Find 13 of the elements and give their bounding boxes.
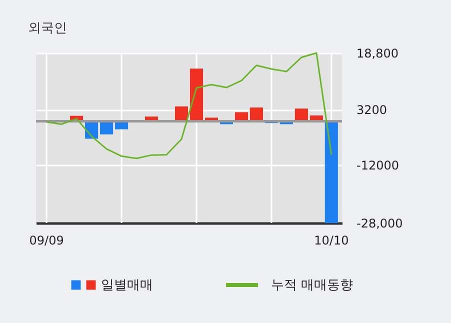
x-tick-label: 10/10 <box>314 234 349 248</box>
legend-label: 누적 매매동향 <box>271 278 354 293</box>
legend-label: 일별매매 <box>101 278 153 293</box>
line-series <box>46 52 332 160</box>
x-tick-label: 09/09 <box>29 234 64 248</box>
y-tick-label: -12000 <box>356 158 400 172</box>
y-tick-label: -28,000 <box>356 216 403 230</box>
bar <box>324 121 338 223</box>
y-tick-label: 18,800 <box>356 46 398 60</box>
y-tick-label: 3200 <box>356 103 388 118</box>
bar <box>100 121 114 134</box>
chart-title: 외국인 <box>28 21 67 36</box>
bar <box>190 68 204 122</box>
